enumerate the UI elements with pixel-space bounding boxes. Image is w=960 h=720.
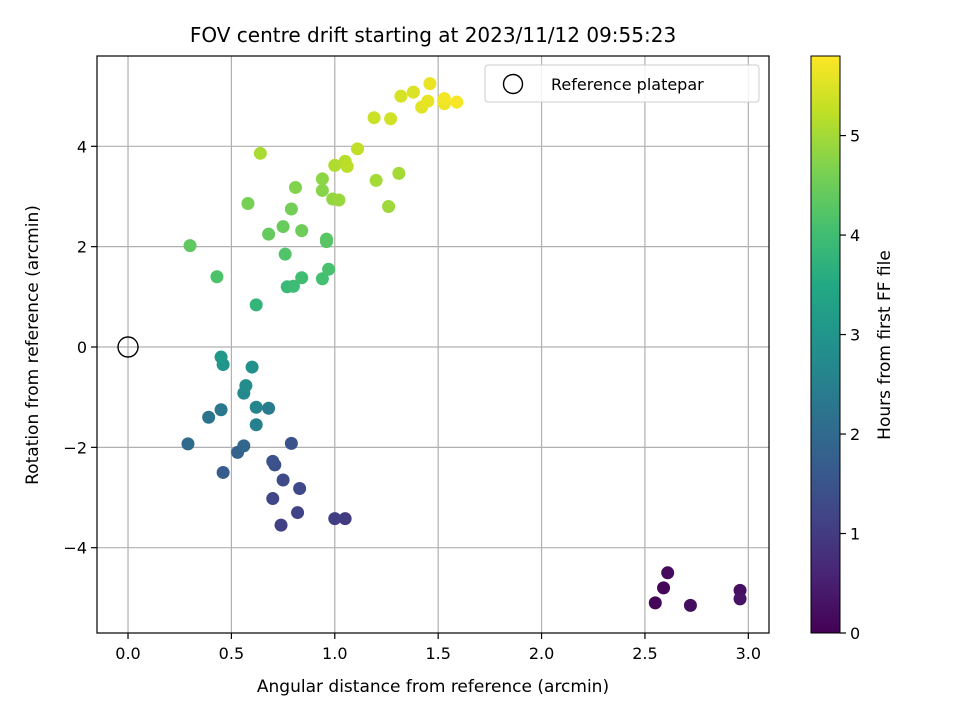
- data-point: [332, 193, 346, 207]
- data-point: [328, 158, 342, 172]
- x-tick-label: 1.0: [322, 644, 347, 663]
- data-point: [320, 232, 334, 246]
- colorbar-tick-label: 5: [850, 127, 860, 146]
- data-point: [367, 111, 381, 125]
- x-tick-label: 2.5: [632, 644, 657, 663]
- reference-point: [117, 336, 139, 358]
- colorbar-ticks: 0 1 2 3 4 5: [840, 127, 860, 643]
- data-point: [661, 566, 675, 580]
- y-tick-label: 2: [77, 238, 87, 257]
- data-point: [239, 379, 253, 393]
- legend-marker: [502, 73, 524, 95]
- data-point: [276, 473, 290, 487]
- colorbar-tick-label: 1: [850, 525, 860, 544]
- y-tick-label: −2: [63, 438, 87, 457]
- x-tick-label: 0.0: [115, 644, 140, 663]
- data-point: [183, 239, 197, 253]
- data-point: [286, 279, 300, 293]
- data-point: [202, 410, 216, 424]
- data-point: [733, 592, 747, 606]
- data-point: [315, 172, 329, 186]
- data-point: [210, 270, 224, 284]
- data-point: [249, 418, 263, 432]
- data-point: [266, 492, 280, 506]
- data-point: [322, 262, 336, 276]
- x-tick-label: 3.0: [736, 644, 761, 663]
- data-point: [245, 360, 259, 374]
- data-point: [214, 350, 228, 364]
- data-point: [253, 146, 267, 160]
- y-tick-label: −4: [63, 539, 87, 558]
- data-point: [288, 180, 302, 194]
- x-tick-label: 0.5: [219, 644, 244, 663]
- data-point: [284, 436, 298, 450]
- data-point: [266, 454, 280, 468]
- y-tick-label: 0: [77, 338, 87, 357]
- data-point: [657, 581, 671, 595]
- data-point: [249, 400, 263, 414]
- data-point: [328, 512, 342, 526]
- data-point: [249, 298, 263, 312]
- colorbar-label: Hours from first FF file: [875, 250, 895, 440]
- data-point: [423, 77, 437, 91]
- x-axis-ticks: 0.0 0.5 1.0 1.5 2.0 2.5 3.0: [115, 633, 761, 663]
- data-point: [392, 166, 406, 180]
- colorbar-tick-label: 0: [850, 624, 860, 643]
- legend: Reference platepar: [484, 64, 760, 103]
- data-point: [274, 518, 288, 532]
- data-point: [291, 506, 305, 520]
- data-point: [241, 197, 255, 211]
- data-point: [683, 598, 697, 612]
- x-tick-label: 1.5: [425, 644, 450, 663]
- scatter-points: [181, 77, 747, 612]
- data-point: [340, 159, 354, 173]
- data-point: [262, 401, 276, 415]
- data-point: [382, 200, 396, 214]
- data-point: [293, 481, 307, 495]
- data-point: [237, 439, 251, 453]
- data-point: [295, 271, 309, 285]
- data-point: [315, 272, 329, 286]
- y-axis-ticks: −4 −2 0 2 4: [63, 137, 97, 558]
- data-point: [648, 596, 662, 610]
- grid-lines: [97, 56, 769, 633]
- data-point: [450, 95, 464, 109]
- data-point: [421, 94, 435, 108]
- y-tick-label: 4: [77, 137, 87, 156]
- data-point: [214, 403, 228, 417]
- legend-label: Reference platepar: [551, 75, 704, 94]
- plot-frame: [96, 55, 770, 634]
- data-point: [384, 112, 398, 126]
- x-tick-label: 2.0: [529, 644, 554, 663]
- data-point: [284, 202, 298, 216]
- data-point: [276, 220, 290, 234]
- colorbar-tick-label: 3: [850, 326, 860, 345]
- data-point: [437, 92, 451, 106]
- colorbar: 0 1 2 3 4 5 Hours from first FF file: [810, 55, 895, 643]
- data-point: [262, 227, 276, 241]
- colorbar-gradient: [810, 55, 841, 634]
- data-point: [369, 173, 383, 187]
- chart-title: FOV centre drift starting at 2023/11/12 …: [190, 23, 676, 47]
- x-axis-label: Angular distance from reference (arcmin): [257, 677, 609, 697]
- data-point: [216, 465, 230, 479]
- data-point: [338, 512, 352, 526]
- y-axis-label: Rotation from reference (arcmin): [23, 205, 43, 485]
- colorbar-tick-label: 4: [850, 226, 860, 245]
- data-point: [181, 437, 195, 451]
- data-point: [394, 89, 408, 103]
- colorbar-tick-label: 2: [850, 425, 860, 444]
- data-point: [315, 183, 329, 197]
- data-point: [351, 142, 365, 156]
- data-point: [406, 85, 420, 99]
- legend-box: [484, 64, 760, 103]
- data-point: [295, 224, 309, 238]
- data-point: [278, 247, 292, 261]
